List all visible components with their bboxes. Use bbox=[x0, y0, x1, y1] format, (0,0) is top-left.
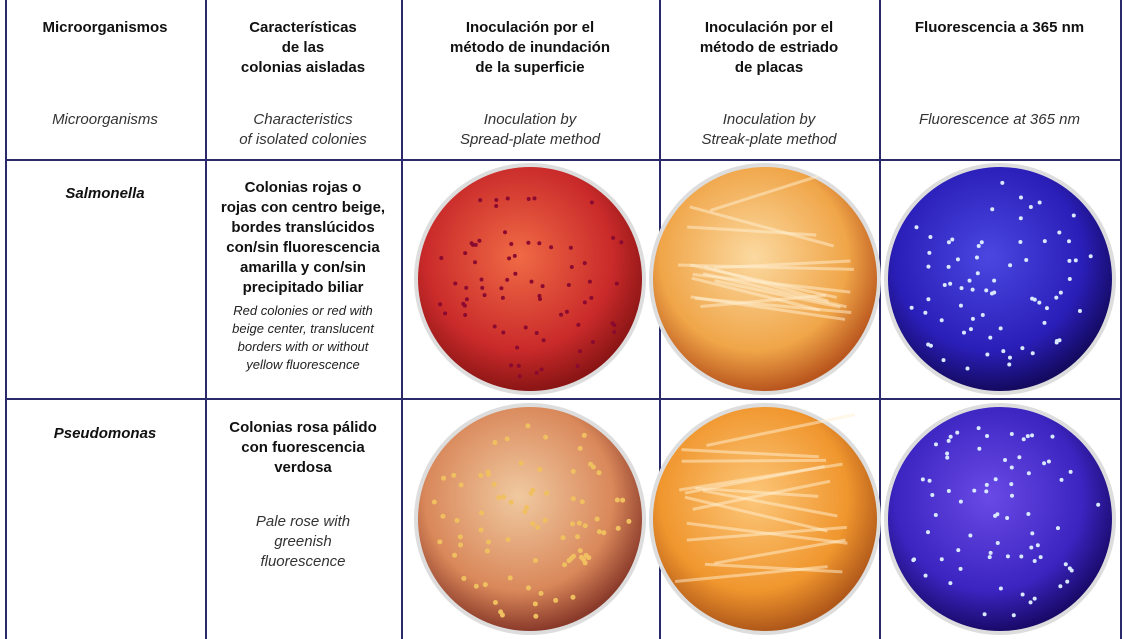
border bbox=[401, 0, 403, 639]
characteristics-en: borders with or without bbox=[237, 339, 369, 354]
header-en: of isolated colonies bbox=[239, 131, 367, 148]
header-es: de placas bbox=[734, 59, 804, 76]
petri-plate bbox=[884, 403, 1116, 635]
characteristics-es: Colonias rojas o bbox=[244, 179, 362, 196]
characteristics-es: con fuorescencia bbox=[241, 439, 365, 456]
header-es: método de estriado bbox=[699, 39, 839, 56]
header-es: Microorganismos bbox=[42, 19, 168, 36]
header-en: Inoculation by bbox=[722, 111, 816, 128]
border bbox=[205, 0, 207, 639]
header-es: Fluorescencia a 365 nm bbox=[914, 19, 1085, 36]
header-en: Microorganisms bbox=[52, 111, 158, 128]
header-es: de las bbox=[281, 39, 325, 56]
header-es: Características bbox=[249, 19, 357, 36]
characteristics-en: greenish bbox=[274, 533, 332, 550]
characteristics-es: precipitado biliar bbox=[242, 279, 364, 296]
organism: Pseudomonas bbox=[53, 425, 157, 442]
header-en: Spread-plate method bbox=[459, 131, 601, 148]
border bbox=[879, 0, 881, 639]
header-es: colonias aisladas bbox=[240, 59, 366, 76]
characteristics-en: beige center, translucent bbox=[232, 321, 374, 336]
header-en: Inoculation by bbox=[483, 111, 577, 128]
characteristics-es: rojas con centro beige, bbox=[220, 199, 386, 216]
border bbox=[1120, 0, 1122, 639]
border bbox=[5, 159, 1122, 161]
header-en: Streak-plate method bbox=[701, 131, 837, 148]
characteristics-en: Pale rose with bbox=[255, 513, 351, 530]
characteristics-en: yellow fluorescence bbox=[246, 357, 360, 372]
header-es: Inoculación por el bbox=[465, 19, 595, 36]
petri-plate bbox=[649, 163, 881, 395]
header-en: Fluorescence at 365 nm bbox=[919, 111, 1080, 128]
characteristics-en: Red colonies or red with bbox=[233, 303, 373, 318]
characteristics-es: bordes translúcidos bbox=[231, 219, 375, 236]
header-es: de la superficie bbox=[475, 59, 585, 76]
petri-plate bbox=[414, 403, 646, 635]
border bbox=[5, 398, 1122, 400]
characteristics-en: fluorescence bbox=[260, 553, 346, 570]
header-es: Inoculación por el bbox=[704, 19, 834, 36]
characteristics-es: verdosa bbox=[274, 459, 332, 476]
petri-plate bbox=[414, 163, 646, 395]
organism: Salmonella bbox=[65, 185, 145, 202]
characteristics-es: Colonias rosa pálido bbox=[229, 419, 377, 436]
petri-plate bbox=[649, 403, 881, 635]
border bbox=[5, 0, 7, 639]
characteristics-es: amarilla y con/sin bbox=[240, 259, 366, 276]
header-es: método de inundación bbox=[450, 39, 610, 56]
characteristics-es: con/sin fluorescencia bbox=[226, 239, 380, 256]
petri-plate bbox=[884, 163, 1116, 395]
header-en: Characteristics bbox=[253, 111, 353, 128]
